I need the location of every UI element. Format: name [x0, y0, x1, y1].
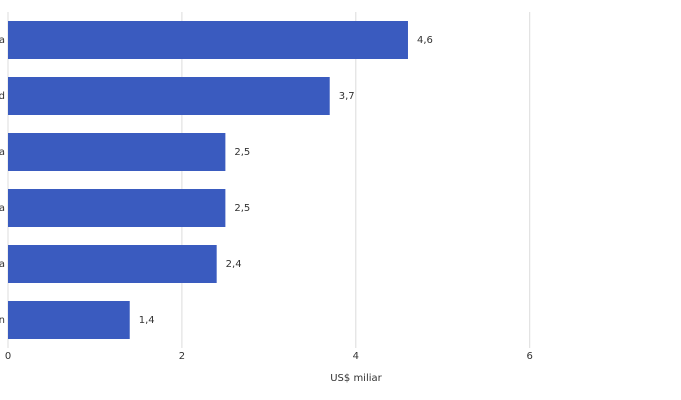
value-label: 2,5	[234, 203, 250, 214]
bar	[8, 21, 408, 59]
y-tick-label: n	[0, 315, 5, 326]
x-tick-label: 6	[527, 351, 533, 362]
value-label: 4,6	[417, 35, 433, 46]
x-tick-label: 4	[353, 351, 359, 362]
value-label: 1,4	[139, 315, 155, 326]
y-tick-label: a	[0, 203, 5, 214]
value-label: 2,4	[226, 259, 242, 270]
y-tick-label: a	[0, 147, 5, 158]
value-label: 2,5	[234, 147, 250, 158]
x-tick-label: 0	[5, 351, 11, 362]
bar	[8, 133, 226, 171]
bar	[8, 301, 130, 339]
x-tick-label: 2	[179, 351, 185, 362]
bar	[8, 245, 217, 283]
y-tick-label: d	[0, 91, 5, 102]
bar	[8, 189, 226, 227]
bar	[8, 77, 330, 115]
y-tick-label: a	[0, 259, 5, 270]
x-axis-title: US$ miliar	[330, 373, 382, 384]
value-label: 3,7	[339, 91, 355, 102]
y-tick-label: a	[0, 35, 5, 46]
